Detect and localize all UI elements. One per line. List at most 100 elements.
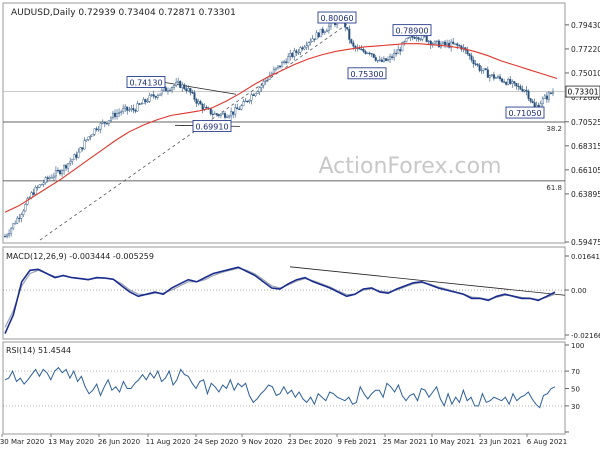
x-tick-label: 9 Feb 2021: [337, 438, 376, 446]
x-tick-label: 10 May 2021: [429, 438, 475, 446]
candle-body: [552, 91, 555, 94]
candle-body: [75, 154, 78, 158]
candle-body: [124, 106, 127, 109]
candle-body: [391, 56, 394, 58]
candle-body: [126, 106, 129, 111]
fib-level-label: 38.2: [546, 125, 562, 133]
candle-body: [97, 129, 100, 131]
candle-body: [301, 47, 304, 50]
candle-body: [446, 42, 449, 45]
candle-body: [234, 107, 237, 115]
candle-body: [437, 40, 440, 48]
fib-levels: 38.2 61.8: [3, 91, 565, 192]
x-tick-label: 24 Sep 2020: [194, 438, 238, 446]
candle-body: [370, 53, 373, 55]
candle-body: [262, 81, 265, 86]
candle-body: [3, 236, 6, 238]
candle-body: [193, 92, 196, 100]
candle-body: [32, 192, 35, 195]
candle-body: [289, 53, 292, 57]
candle-body: [79, 147, 82, 153]
candle-body: [295, 50, 298, 53]
candle-body: [327, 25, 330, 31]
price-y-label: 0.59475: [571, 238, 600, 247]
candle-body: [258, 87, 261, 92]
candle-body: [140, 103, 143, 105]
candle-body: [213, 113, 216, 115]
candle-body: [136, 103, 139, 112]
annotation-label: 0.71050: [508, 109, 541, 118]
candle-body: [519, 86, 522, 90]
candle-body: [397, 49, 400, 54]
candle-body: [393, 52, 396, 58]
candle-body: [350, 39, 353, 44]
candle-body: [348, 28, 351, 40]
annotation-box: [505, 106, 545, 119]
candle-body: [179, 80, 182, 88]
candle-body: [311, 38, 314, 42]
candle-body: [352, 42, 355, 47]
candle-body: [114, 112, 117, 117]
ma-line: [4, 43, 558, 213]
macd-lines: [3, 266, 566, 334]
candle-body: [219, 113, 222, 116]
candle-body: [321, 28, 324, 33]
candle-body: [407, 37, 410, 39]
x-tick-label: 23 Dec 2020: [288, 438, 333, 446]
macd-y-label: 0.00: [571, 287, 587, 295]
candle-body: [405, 38, 408, 42]
candle-body: [221, 113, 224, 115]
candle-body: [85, 139, 88, 141]
candle-body: [63, 165, 66, 171]
candle-body: [533, 102, 536, 108]
candle-body: [287, 56, 290, 64]
candle-body: [486, 69, 489, 78]
candle-body: [490, 74, 493, 76]
candle-body: [181, 84, 184, 88]
candle-body: [154, 96, 157, 98]
price-y-label: 0.77220: [571, 45, 600, 54]
candle-body: [242, 101, 245, 106]
candle-body: [118, 112, 121, 114]
price-y-label: 0.79430: [571, 21, 600, 30]
candle-body: [215, 113, 218, 115]
candle-body: [91, 134, 94, 137]
candle-body: [20, 214, 23, 219]
candle-body: [543, 95, 546, 99]
candle-body: [59, 170, 62, 175]
annotation-box: [126, 76, 166, 88]
price-y-label: 0.70525: [571, 118, 600, 127]
macd-line: [4, 266, 556, 334]
candle-body: [433, 41, 436, 44]
candle-body: [480, 69, 483, 72]
candle-body: [389, 56, 392, 60]
candle-body: [230, 111, 233, 117]
rsi-line: [4, 366, 556, 409]
candle-body: [264, 80, 267, 82]
x-axis: 30 Mar 2020 13 May 2020 26 Jun 2020 11 Aug …: [0, 434, 567, 446]
candle-body: [374, 57, 377, 61]
rsi-y-label: 70: [571, 368, 580, 376]
candle-body: [24, 203, 27, 212]
rsi-y-axis: 100 70 50 30: [565, 342, 584, 433]
candle-body: [162, 87, 165, 91]
candle-body: [116, 113, 119, 117]
candle-body: [160, 89, 163, 95]
annotation-label: 0.78900: [395, 27, 428, 36]
candle-body: [122, 108, 125, 113]
x-tick-label: 9 Nov 2020: [242, 438, 282, 446]
candle-body: [201, 104, 204, 110]
candle-body: [517, 85, 520, 87]
candle-body: [142, 99, 145, 104]
candle-body: [77, 151, 80, 158]
candle-body: [413, 37, 416, 39]
rsi-y-label: 100: [571, 342, 584, 350]
candle-body: [260, 85, 263, 88]
candle-body: [411, 35, 414, 38]
candle-body: [128, 109, 131, 111]
candle-body: [42, 182, 45, 185]
candle-body: [93, 128, 96, 135]
macd-y-label: -0.021665: [571, 332, 600, 340]
price-y-label: 0.66105: [571, 166, 600, 175]
price-panel: [2, 2, 566, 244]
